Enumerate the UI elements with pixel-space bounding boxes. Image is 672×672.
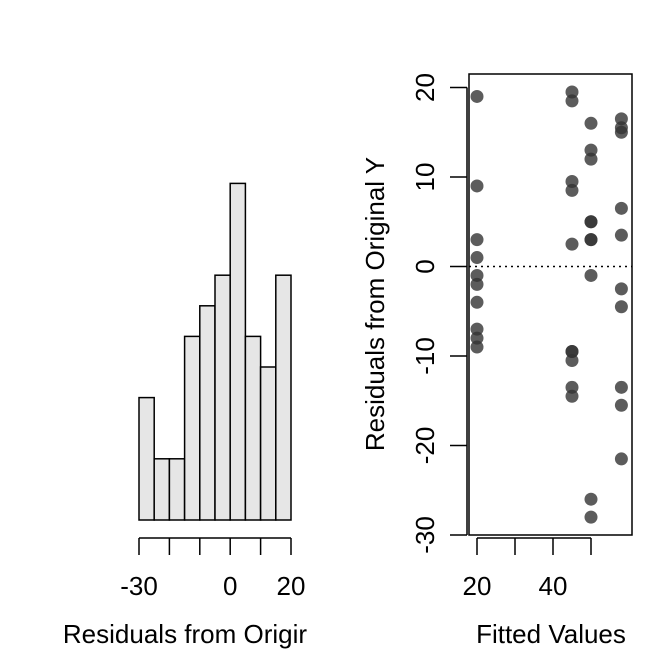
histogram-x-axis: -30 0 20 xyxy=(120,537,306,601)
scatter-point xyxy=(470,179,484,193)
scatter-plot-box xyxy=(468,73,633,536)
scatter-y-tick-label: -20 xyxy=(410,427,440,465)
scatter-x-label: Fitted Values xyxy=(476,619,626,649)
scatter-point xyxy=(614,112,628,126)
histogram-bar xyxy=(214,274,231,521)
scatter-point xyxy=(584,492,598,506)
scatter-point xyxy=(565,183,579,197)
scatter-point xyxy=(614,282,628,296)
scatter-point xyxy=(470,322,484,336)
scatter-point xyxy=(565,345,579,359)
scatter-point xyxy=(565,389,579,403)
histogram-bar xyxy=(275,274,292,521)
scatter-point xyxy=(470,295,484,309)
scatter-point xyxy=(614,398,628,412)
scatter-point xyxy=(565,237,579,251)
scatter-point xyxy=(614,300,628,314)
scatter-point xyxy=(614,452,628,466)
scatter-y-tick-label: -30 xyxy=(410,516,440,554)
scatter-point xyxy=(470,251,484,265)
scatter-y-tick-label: 20 xyxy=(410,73,440,102)
scatter-point xyxy=(565,353,579,367)
histogram-x-tick-label: -30 xyxy=(120,571,158,601)
histogram-x-tick-label: 20 xyxy=(277,571,306,601)
scatter-y-tick-label: 0 xyxy=(410,259,440,273)
histogram-bar xyxy=(244,335,262,521)
scatter-point xyxy=(584,268,598,282)
scatter-point xyxy=(565,94,579,108)
scatter-y-label: Residuals from Original Y xyxy=(360,157,390,451)
scatter-points xyxy=(470,85,628,524)
scatter-point xyxy=(584,116,598,130)
scatter-point xyxy=(565,174,579,188)
scatter-point xyxy=(614,201,628,215)
histogram-bar xyxy=(199,305,216,521)
histogram-x-label: Residuals from Origir xyxy=(63,619,308,649)
scatter-point xyxy=(470,268,484,282)
scatter-point xyxy=(470,340,484,354)
histogram-bar xyxy=(229,182,247,521)
histogram-bar xyxy=(168,458,186,521)
histogram-bar xyxy=(183,335,201,521)
scatter-y-axis: -30 -20 -10 0 10 20 xyxy=(410,73,468,554)
scatter-point xyxy=(470,233,484,247)
scatter-y-tick-label: 10 xyxy=(410,163,440,192)
histogram-bars xyxy=(138,182,292,521)
scatter-x-tick-label: 20 xyxy=(463,571,492,601)
scatter-point xyxy=(470,89,484,103)
histogram-panel: -30 0 20 Residuals from Origir xyxy=(63,182,308,649)
histogram-bar xyxy=(259,366,277,521)
scatter-point xyxy=(584,143,598,157)
scatter-point xyxy=(614,380,628,394)
scatter-point xyxy=(614,228,628,242)
histogram-bar xyxy=(138,396,155,521)
scatter-x-tick-label: 40 xyxy=(539,571,568,601)
scatter-point xyxy=(584,215,598,229)
scatter-point xyxy=(584,233,598,247)
scatter-point xyxy=(584,152,598,166)
scatter-point xyxy=(614,125,628,139)
scatter-x-axis: 20 40 xyxy=(463,537,592,601)
scatter-point xyxy=(565,380,579,394)
scatter-point xyxy=(470,331,484,345)
scatter-point xyxy=(565,85,579,99)
histogram-bar xyxy=(153,458,171,521)
scatter-point xyxy=(470,277,484,291)
histogram-x-tick-label: 0 xyxy=(223,571,237,601)
scatter-point xyxy=(584,510,598,524)
scatter-y-tick-label: -10 xyxy=(410,337,440,375)
